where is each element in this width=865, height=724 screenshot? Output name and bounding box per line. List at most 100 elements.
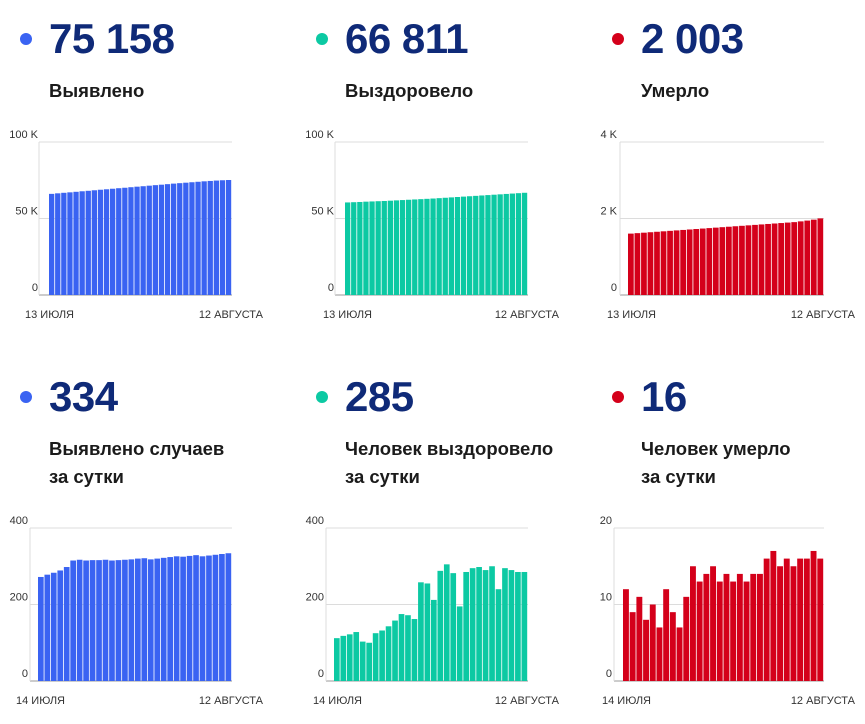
bar [710,566,716,681]
bar [778,223,784,295]
bar [804,220,811,295]
bar [491,194,497,295]
bar [385,626,392,681]
deaths-total-label-line: Умерло [641,80,710,101]
bar [398,614,405,681]
bar [399,200,406,295]
bar [460,196,467,295]
panel-recovered-daily: 285 Человек выздоровело за сутки 0 200 400… [296,358,584,718]
bar [357,201,363,295]
deaths-daily-dot-icon [612,391,624,403]
bar [381,200,387,295]
x-start-label: 13 ИЮЛЯ [607,309,656,321]
bar [115,560,122,681]
bar [667,230,673,295]
bar [49,193,55,295]
deaths-daily-value: 16 [641,373,687,420]
y-tick-label: 0 [611,282,617,294]
bar [154,558,161,681]
bar [765,223,771,295]
bar [418,199,424,295]
bar [199,556,206,681]
deaths-dot-icon [612,33,624,45]
bar [225,553,232,681]
y-tick-label: 0 [32,282,38,294]
bar [660,231,667,295]
detected-daily-chart: 0 200 400 14 ИЮЛЯ 12 АВГУСТА [10,515,264,707]
panel-detected-daily: 334 Выявлено случаев за сутки 0 200 400 14 … [0,358,288,718]
bar [73,191,79,295]
bar [803,558,810,681]
bar [206,555,212,681]
bar [85,190,91,295]
bar [96,560,102,681]
bar [469,568,476,681]
bar [442,197,448,295]
bar [201,181,207,295]
bar [726,226,732,295]
bar [351,202,357,295]
y-tick-label: 100 K [305,129,334,141]
bar [732,226,739,295]
bar [784,222,791,295]
bar [736,573,743,681]
recovered-total-label: Выздоровело [345,77,473,105]
bar [83,560,89,681]
y-tick-label: 10 [600,592,612,604]
detected-total-label: Выявлено [49,77,144,105]
detected-daily-label-line-1: Выявлено случаев [49,438,225,459]
y-tick-label: 200 [306,592,324,604]
bar [739,225,745,295]
bar [369,201,375,295]
bar [164,184,171,295]
bar [489,566,495,681]
bar [497,194,503,295]
bar [643,619,649,681]
deaths-daily-label-line-2: за сутки [641,466,716,487]
bar [763,558,770,681]
bar [680,229,686,295]
bar [448,197,454,295]
y-tick-label: 20 [600,515,612,527]
bar [696,581,703,681]
bar [479,195,485,295]
bar [699,228,706,295]
bar [431,599,437,681]
bar [160,557,167,681]
bar [482,570,489,681]
bar [783,558,790,681]
bar [757,573,763,681]
recovered-daily-label-line-1: Человек выздоровело [345,438,554,459]
bar [167,557,173,681]
y-tick-label: 0 [606,668,612,680]
bar [97,189,104,295]
deaths-daily-label-line-1: Человек умерло [641,438,791,459]
bar [140,186,146,295]
panel-recovered-total: 66 811 Выздоровело 0 50 K 100 K 13 ИЮЛЯ 12 А… [296,0,584,360]
bar [424,198,430,295]
y-tick-label: 0 [318,668,324,680]
bar [817,558,824,681]
recovered-daily-dot-icon [316,391,328,403]
x-start-label: 14 ИЮЛЯ [313,695,362,707]
deaths-daily-chart: 0 10 20 14 ИЮЛЯ 12 АВГУСТА [600,515,856,707]
bar [797,558,804,681]
x-end-label: 12 АВГУСТА [495,695,560,707]
y-tick-label: 50 K [15,206,38,218]
bar [219,180,226,295]
bar [676,627,683,681]
bar [629,612,636,681]
bar [63,567,70,681]
bar [521,571,528,681]
detected-dot-icon [20,33,32,45]
bar [485,195,491,295]
bar [189,182,195,295]
bar [103,189,110,295]
bar [454,197,461,295]
bar [225,180,232,295]
y-tick-label: 50 K [311,206,334,218]
bar [647,232,654,295]
bar [521,192,528,295]
panel-deaths-total: 2 003 Умерло 0 2 K 4 K 13 ИЮЛЯ 12 АВГУСТА [592,0,865,360]
bar [405,615,411,681]
